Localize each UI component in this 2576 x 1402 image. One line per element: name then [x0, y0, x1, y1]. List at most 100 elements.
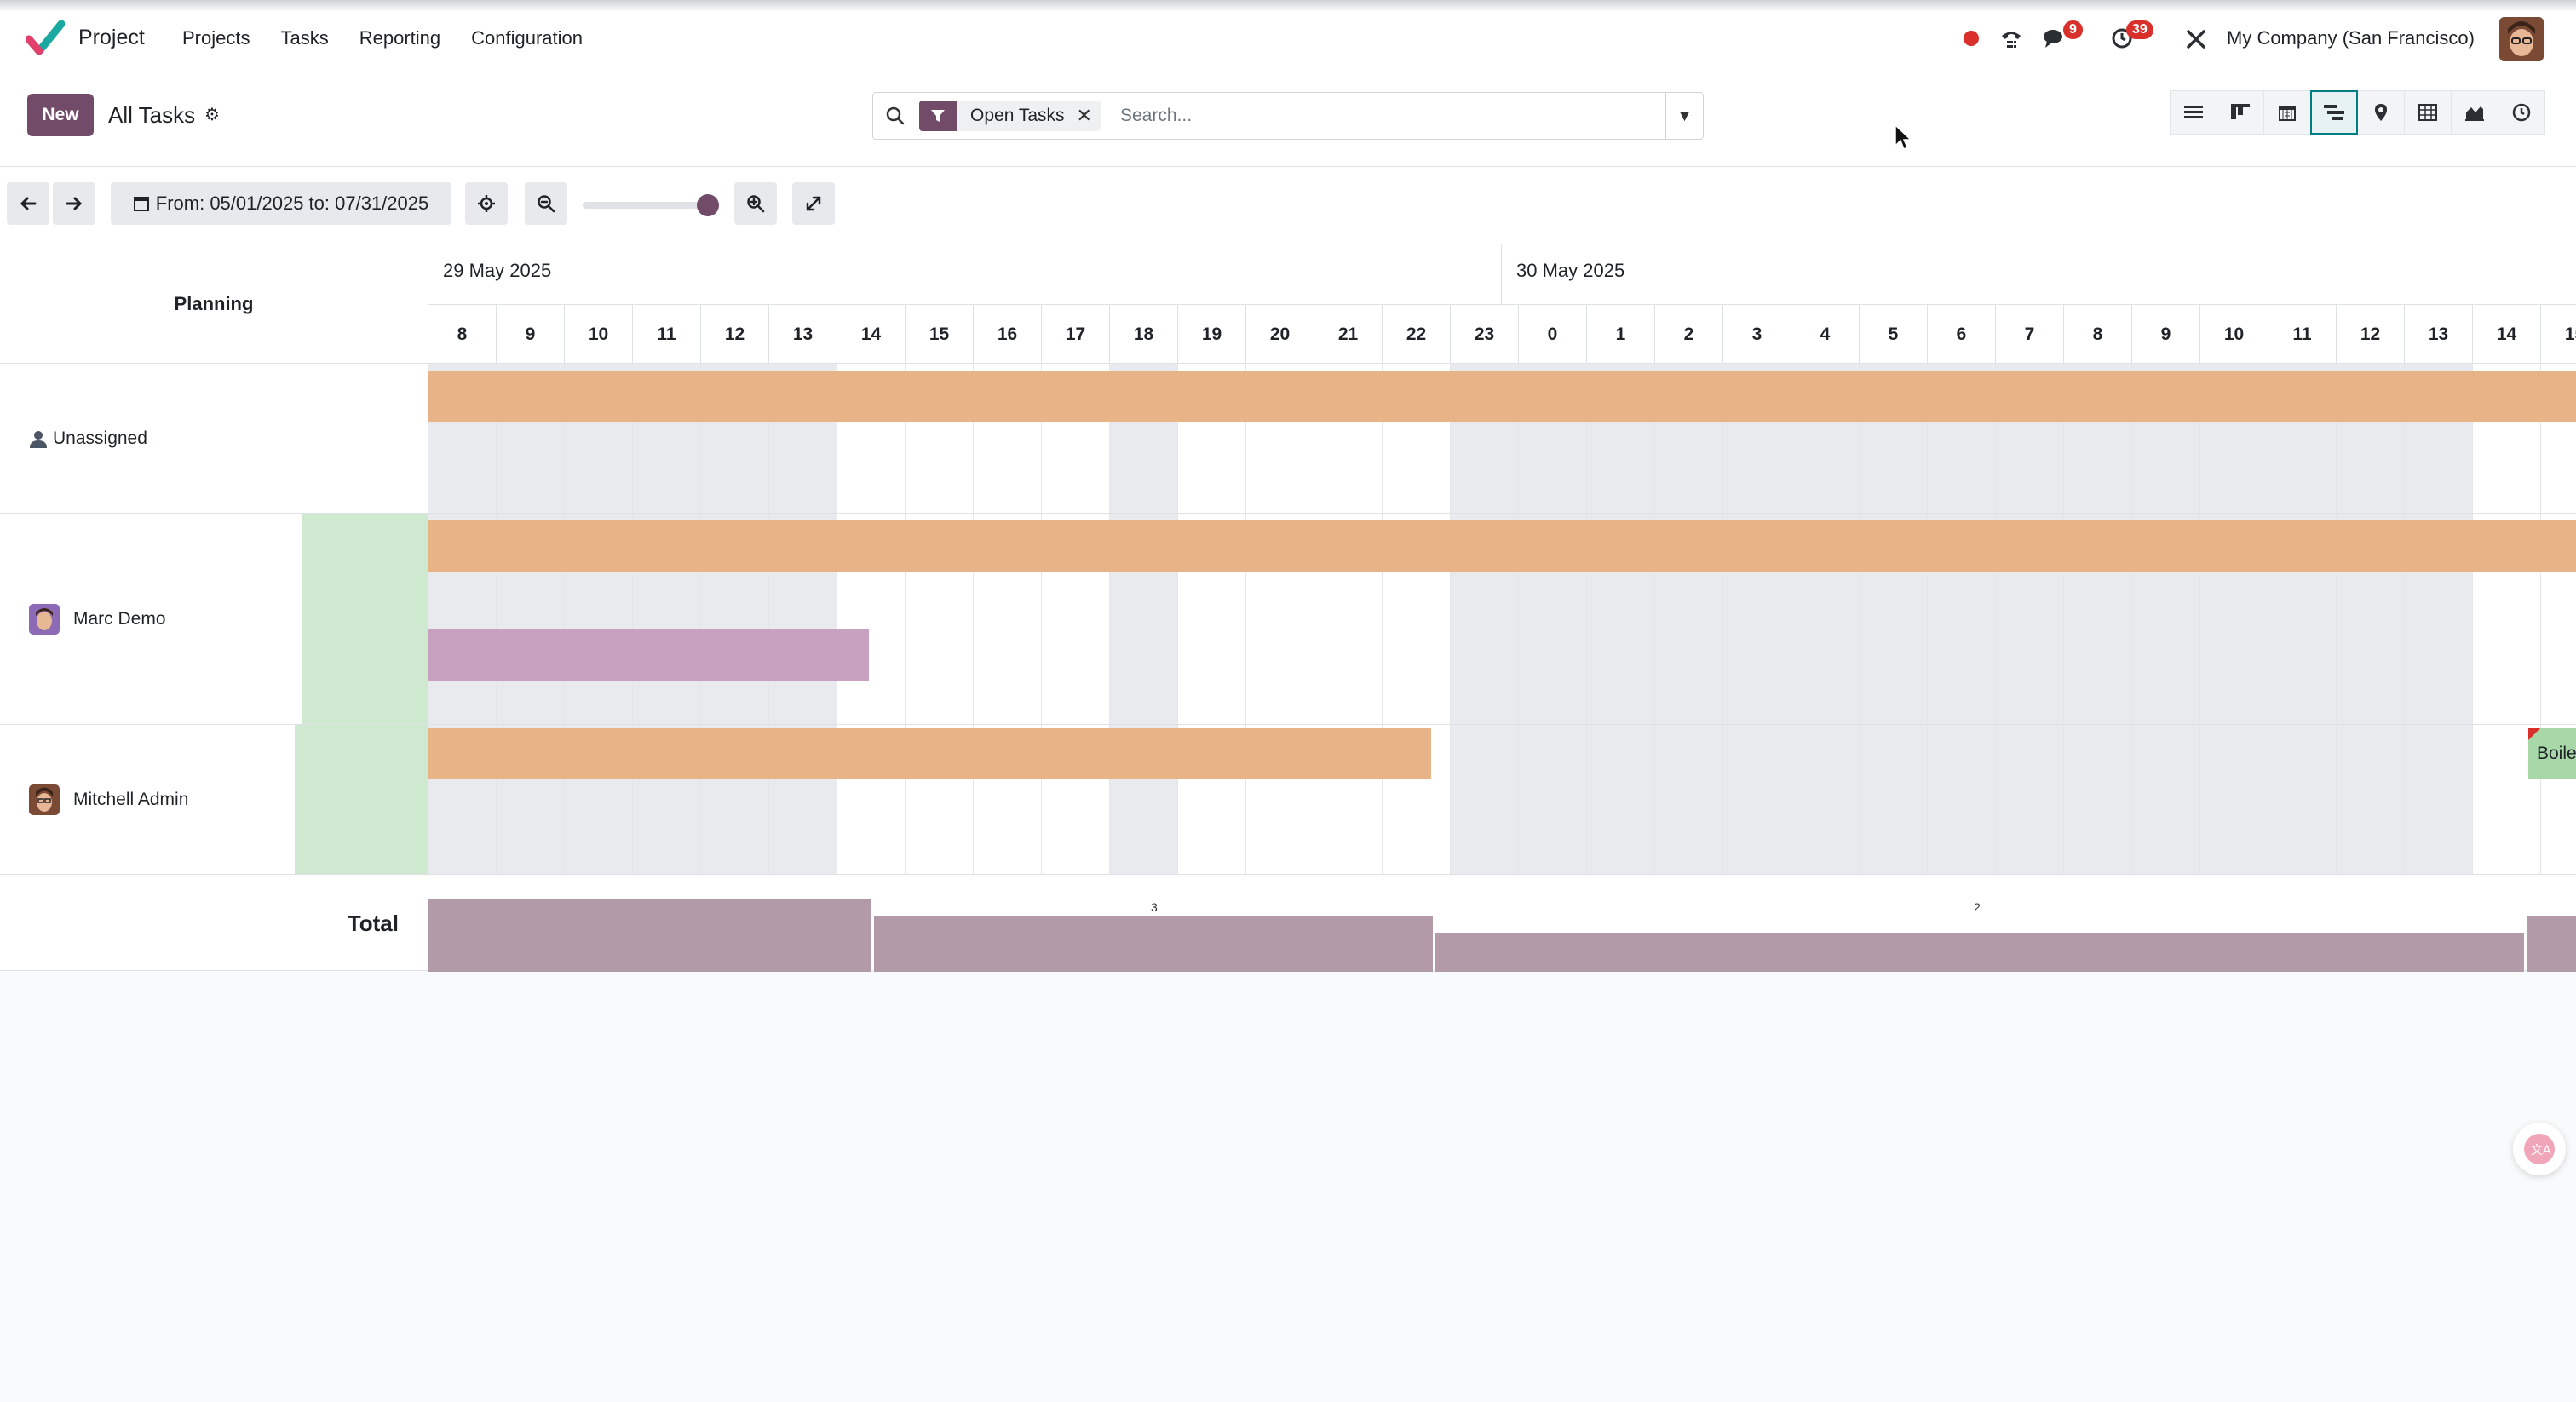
- hour-header: 22: [1383, 305, 1451, 365]
- hour-header: 13: [769, 305, 837, 365]
- grid-cell[interactable]: [1246, 514, 1314, 724]
- grid-cell[interactable]: [2405, 725, 2473, 874]
- previous-period-button[interactable]: [7, 182, 49, 225]
- row-grid-unassigned: [428, 364, 2576, 514]
- zoom-out-button[interactable]: [525, 182, 567, 225]
- grid-cell[interactable]: [1451, 725, 1519, 874]
- translate-icon[interactable]: 文A: [2513, 1123, 2566, 1175]
- phone-icon[interactable]: [1999, 27, 2023, 51]
- new-button[interactable]: New: [27, 94, 94, 136]
- date-range-button[interactable]: From: 05/01/2025 to: 07/31/2025: [111, 182, 451, 225]
- gantt-view-icon[interactable]: [2310, 90, 2358, 135]
- grid-cell[interactable]: [1042, 514, 1110, 724]
- grid-cell[interactable]: [1383, 725, 1451, 874]
- project-app-logo[interactable]: [26, 20, 65, 58]
- grid-cell[interactable]: [1860, 725, 1928, 874]
- grid-cell[interactable]: [837, 514, 906, 724]
- menu-reporting[interactable]: Reporting: [359, 27, 441, 49]
- grid-cell[interactable]: [974, 364, 1042, 513]
- menu-tasks[interactable]: Tasks: [280, 27, 329, 49]
- kanban-view-icon[interactable]: [2217, 90, 2264, 135]
- grid-cell[interactable]: [837, 364, 906, 513]
- grid-cell[interactable]: [1314, 364, 1383, 513]
- grid-cell[interactable]: [1996, 725, 2064, 874]
- search-input[interactable]: [1120, 100, 1631, 132]
- grid-cell[interactable]: [1178, 364, 1246, 513]
- task-bar-boiler[interactable]: Boile: [2528, 728, 2576, 779]
- app-name[interactable]: Project: [78, 26, 145, 49]
- grid-cell[interactable]: [2473, 725, 2541, 874]
- menu-configuration[interactable]: Configuration: [471, 27, 583, 49]
- breadcrumb-title: All Tasks: [108, 102, 196, 128]
- grid-cell[interactable]: [2064, 725, 2132, 874]
- grid-cell[interactable]: [2473, 364, 2541, 513]
- list-view-icon[interactable]: [2170, 90, 2217, 135]
- focus-today-button[interactable]: [465, 182, 508, 225]
- grid-cell[interactable]: [1587, 725, 1655, 874]
- hour-header: 6: [1928, 305, 1996, 365]
- activity-view-icon[interactable]: [2498, 90, 2545, 135]
- zoom-in-button[interactable]: [734, 182, 777, 225]
- grid-cell[interactable]: [1246, 364, 1314, 513]
- hour-header: 8: [2064, 305, 2132, 365]
- hour-header: 12: [701, 305, 769, 365]
- grid-cell[interactable]: [2268, 725, 2337, 874]
- task-bar[interactable]: [428, 728, 1431, 779]
- graph-view-icon[interactable]: [2451, 90, 2498, 135]
- grid-cell[interactable]: [1314, 514, 1383, 724]
- grid-cell[interactable]: [1383, 514, 1451, 724]
- pivot-view-icon[interactable]: [2404, 90, 2452, 135]
- search-icon[interactable]: [885, 106, 906, 126]
- zoom-slider-handle[interactable]: [697, 194, 719, 216]
- grid-cell[interactable]: [906, 725, 974, 874]
- next-period-button[interactable]: [53, 182, 95, 225]
- grid-cell[interactable]: [1519, 725, 1587, 874]
- grid-cell[interactable]: [1655, 725, 1723, 874]
- row-header-mitchell-admin[interactable]: Mitchell Admin: [0, 725, 428, 875]
- row-header-marc-demo[interactable]: Marc Demo: [0, 514, 428, 725]
- grid-cell[interactable]: [906, 364, 974, 513]
- expand-button[interactable]: [792, 182, 835, 225]
- grid-cell[interactable]: [2132, 725, 2200, 874]
- task-bar[interactable]: [428, 520, 2576, 572]
- grid-cell[interactable]: [974, 514, 1042, 724]
- menu-projects[interactable]: Projects: [182, 27, 250, 49]
- grid-cell[interactable]: [906, 514, 974, 724]
- row-header-unassigned[interactable]: Unassigned: [0, 364, 428, 514]
- calendar-view-icon[interactable]: [2263, 90, 2311, 135]
- company-switcher[interactable]: My Company (San Francisco): [2227, 27, 2475, 49]
- hour-header: 23: [1451, 305, 1519, 365]
- grid-cell[interactable]: [2200, 725, 2268, 874]
- grid-cell[interactable]: [1314, 725, 1383, 874]
- recording-indicator-icon[interactable]: [1964, 31, 1979, 46]
- calendar-icon: [133, 197, 149, 211]
- tools-icon[interactable]: [2186, 29, 2206, 49]
- messages-icon[interactable]: [2043, 27, 2068, 51]
- gear-icon[interactable]: ⚙: [204, 106, 220, 124]
- task-bar[interactable]: [428, 371, 2576, 422]
- grid-cell[interactable]: [1178, 725, 1246, 874]
- messages-badge: 9: [2063, 20, 2083, 39]
- allocation-indicator: [302, 514, 428, 724]
- search-options-toggle[interactable]: ▼: [1665, 93, 1703, 139]
- facet-remove-icon[interactable]: ✕: [1076, 105, 1092, 126]
- grid-cell[interactable]: [2473, 514, 2541, 724]
- hours-header: 8 9 10 11 12 13 14 15 16 17 18 19 20 21 22 23 0 1 2 3 4 5 6 7 8 9…: [428, 304, 2576, 365]
- grid-cell[interactable]: [1042, 725, 1110, 874]
- grid-cell[interactable]: [837, 725, 906, 874]
- grid-cell[interactable]: [1178, 514, 1246, 724]
- grid-cell[interactable]: [1042, 364, 1110, 513]
- grid-cell[interactable]: [1723, 725, 1791, 874]
- grid-cell[interactable]: [1791, 725, 1860, 874]
- task-bar[interactable]: [428, 629, 869, 681]
- grid-cell[interactable]: [974, 725, 1042, 874]
- activities-clock-icon[interactable]: [2111, 27, 2133, 49]
- grid-cell[interactable]: [1928, 725, 1996, 874]
- zoom-out-icon: [538, 195, 555, 213]
- zoom-slider[interactable]: [583, 202, 719, 209]
- map-view-icon[interactable]: [2357, 90, 2405, 135]
- grid-cell[interactable]: [1246, 725, 1314, 874]
- user-avatar[interactable]: [2499, 17, 2544, 61]
- grid-cell[interactable]: [2337, 725, 2405, 874]
- grid-cell[interactable]: [1383, 364, 1451, 513]
